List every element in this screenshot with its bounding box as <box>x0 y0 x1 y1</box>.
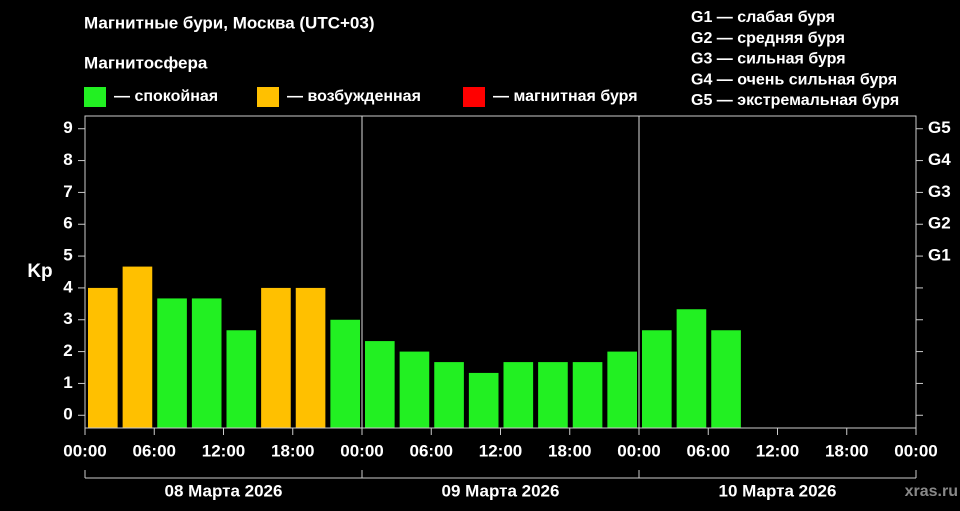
storm-scale-label: G5 — экстремальная буря <box>691 92 899 109</box>
y2-tick-label: G1 <box>928 246 951 265</box>
y-tick-label: 3 <box>63 309 72 328</box>
watermark: xras.ru <box>905 483 958 500</box>
x-tick-label: 12:00 <box>202 441 245 460</box>
legend-swatch <box>257 87 279 107</box>
bar <box>434 362 464 428</box>
bar <box>399 351 430 428</box>
x-tick-label: 00:00 <box>894 441 937 460</box>
legend-label: — возбужденная <box>287 88 421 105</box>
storm-scale-label: G3 — сильная буря <box>691 51 846 68</box>
bar <box>642 330 672 428</box>
y2-tick-label: G5 <box>928 118 951 137</box>
legend-title: Магнитосфера <box>84 53 208 72</box>
x-tick-label: 06:00 <box>133 441 176 460</box>
legend-label: — спокойная <box>114 88 218 105</box>
x-tick-label: 18:00 <box>548 441 591 460</box>
y-tick-label: 6 <box>63 214 72 233</box>
legend-label: — магнитная буря <box>493 88 638 105</box>
bar <box>468 372 499 428</box>
y-tick-label: 1 <box>63 373 72 392</box>
bar <box>122 266 153 428</box>
bar <box>711 330 741 428</box>
y-tick-label: 8 <box>63 150 72 169</box>
x-tick-label: 12:00 <box>479 441 522 460</box>
x-tick-label: 00:00 <box>63 441 106 460</box>
bar <box>607 351 637 428</box>
y-tick-label: 2 <box>63 341 72 360</box>
x-tick-label: 00:00 <box>617 441 660 460</box>
legend-swatch <box>84 87 106 107</box>
x-tick-label: 00:00 <box>340 441 383 460</box>
y-tick-label: 5 <box>63 246 72 265</box>
x-tick-label: 12:00 <box>756 441 799 460</box>
bar <box>676 309 707 428</box>
y-tick-label: 9 <box>63 118 72 137</box>
legend-swatch <box>463 87 485 107</box>
bar <box>365 341 395 428</box>
bar <box>572 362 603 428</box>
day-label: 09 Марта 2026 <box>442 481 560 500</box>
bar <box>503 362 534 428</box>
y-tick-label: 4 <box>63 277 73 296</box>
y-tick-label: 7 <box>63 182 72 201</box>
bar <box>295 287 326 428</box>
y2-tick-label: G2 <box>928 214 951 233</box>
storm-scale-label: G4 — очень сильная буря <box>691 71 897 88</box>
y2-tick-label: G4 <box>928 150 951 169</box>
y-axis-label: Kp <box>27 261 52 282</box>
x-tick-label: 18:00 <box>825 441 868 460</box>
y2-tick-label: G3 <box>928 182 951 201</box>
bar <box>261 287 291 428</box>
day-label: 08 Марта 2026 <box>165 481 283 500</box>
y-tick-label: 0 <box>63 405 72 424</box>
bar <box>191 298 222 428</box>
x-tick-label: 18:00 <box>271 441 314 460</box>
bar <box>88 287 118 428</box>
bar <box>538 362 568 428</box>
day-label: 10 Марта 2026 <box>719 481 837 500</box>
bar <box>330 319 360 428</box>
bar <box>157 298 187 428</box>
bar <box>226 330 257 428</box>
x-tick-label: 06:00 <box>410 441 453 460</box>
storm-scale-label: G1 — слабая буря <box>691 9 835 26</box>
x-tick-label: 06:00 <box>687 441 730 460</box>
storm-scale-label: G2 — средняя буря <box>691 30 845 47</box>
chart-title: Магнитные бури, Москва (UTC+03) <box>84 13 375 32</box>
